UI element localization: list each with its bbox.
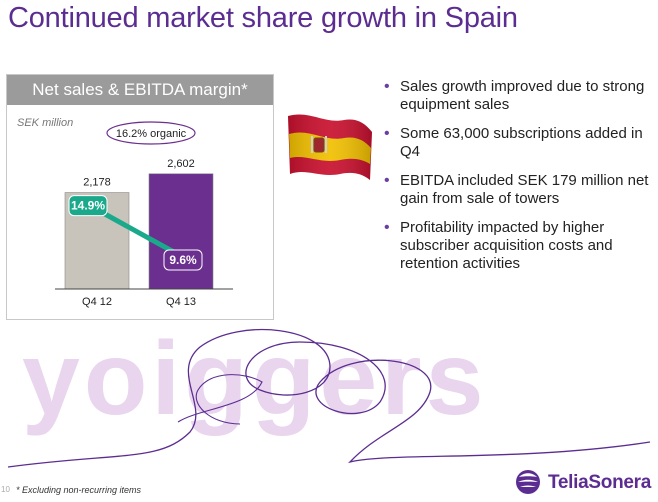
slide-title: Continued market share growth in Spain (8, 2, 518, 34)
chart-panel: Net sales & EBITDA margin* SEK million 1… (6, 74, 274, 320)
unit-label: SEK million (17, 117, 73, 129)
yoiggers-watermark: yoiggers (7, 321, 651, 468)
bullet-dot-icon: • (384, 172, 390, 189)
bullet-item: • EBITDA included SEK 179 million net gai… (384, 172, 649, 207)
margin-value-label: 14.9% (71, 199, 105, 213)
bullet-item: • Some 63,000 subscriptions added in Q4 (384, 125, 643, 160)
chart-title: Net sales & EBITDA margin* (7, 75, 273, 105)
bullet-item: • Sales growth improved due to strong equ… (384, 78, 645, 113)
organic-growth-ellipse (106, 121, 196, 145)
bullet-dot-icon: • (384, 78, 390, 95)
bar-value-label: 2,602 (167, 158, 195, 170)
margin-label-box (68, 195, 108, 217)
margin-label-box (163, 249, 203, 271)
x-tick-label: Q4 13 (166, 296, 196, 308)
margin-value-label: 9.6% (169, 253, 197, 267)
bar-value-label: 2,178 (83, 177, 111, 189)
organic-growth-label: 16.2% organic (116, 128, 187, 140)
teliasonera-logo-icon (516, 470, 540, 494)
brand-name: TeliaSonera (548, 472, 651, 493)
bullet-item: • Profitability impacted by higher subscr… (384, 219, 613, 272)
x-tick-label: Q4 12 (82, 296, 112, 308)
page-number: 10 (1, 485, 10, 494)
bullet-dot-icon: • (384, 125, 390, 142)
bar-q4-13 (148, 173, 214, 290)
sales-margin-chart: SEK million 16.2% organic 2,178 Q4 12 2,60… (17, 117, 233, 308)
svg-text:yoiggers: yoiggers (22, 321, 487, 437)
bullet-list: • Sales growth improved due to strong equ… (382, 78, 652, 284)
ebitda-margin-line (95, 207, 183, 259)
teliasonera-logo: TeliaSonera (512, 468, 652, 496)
footnote: * Excluding non-recurring items (16, 485, 142, 495)
spain-flag-image (288, 114, 372, 180)
bullet-dot-icon: • (384, 219, 390, 236)
